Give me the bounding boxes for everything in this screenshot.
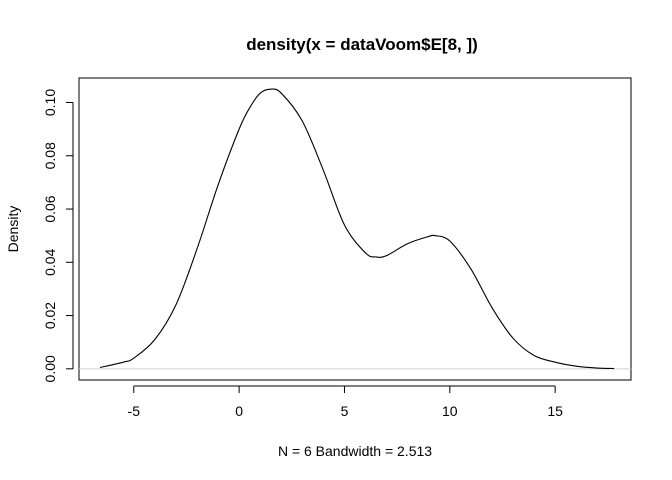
y-tick-label: 0.04 (42, 248, 58, 275)
x-tick-label: 10 (442, 403, 458, 419)
x-tick-label: 15 (547, 403, 563, 419)
plot-frame (78, 77, 632, 381)
y-axis: 0.00 0.02 0.04 0.06 0.08 0.10 (42, 89, 74, 382)
x-tick-label: -5 (128, 403, 141, 419)
y-axis-label: Density (5, 206, 21, 253)
y-tick-label: 0.10 (42, 89, 58, 116)
x-tick-label: 0 (235, 403, 243, 419)
x-tick-label: 5 (341, 403, 349, 419)
y-tick-label: 0.00 (42, 355, 58, 382)
chart-title: density(x = dataVoom$E[8, ]) (246, 35, 478, 54)
x-axis-label: N = 6 Bandwidth = 2.513 (278, 443, 432, 459)
y-tick-label: 0.02 (42, 302, 58, 329)
y-tick-label: 0.06 (42, 195, 58, 222)
density-curve (99, 88, 615, 370)
y-tick-label: 0.08 (42, 142, 58, 169)
x-axis: -5 0 5 10 15 (128, 385, 563, 419)
